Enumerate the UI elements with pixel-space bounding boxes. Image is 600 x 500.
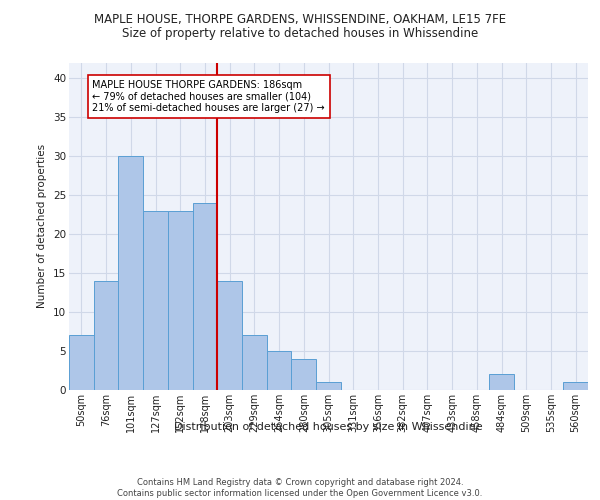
- Text: MAPLE HOUSE, THORPE GARDENS, WHISSENDINE, OAKHAM, LE15 7FE: MAPLE HOUSE, THORPE GARDENS, WHISSENDINE…: [94, 12, 506, 26]
- Bar: [489, 374, 514, 390]
- Text: Contains HM Land Registry data © Crown copyright and database right 2024.
Contai: Contains HM Land Registry data © Crown c…: [118, 478, 482, 498]
- Bar: [316, 382, 341, 390]
- Y-axis label: Number of detached properties: Number of detached properties: [37, 144, 47, 308]
- Bar: [267, 351, 292, 390]
- Text: Distribution of detached houses by size in Whissendine: Distribution of detached houses by size …: [175, 422, 483, 432]
- Bar: [69, 336, 94, 390]
- Bar: [242, 336, 267, 390]
- Bar: [193, 203, 217, 390]
- Bar: [143, 210, 168, 390]
- Bar: [217, 281, 242, 390]
- Bar: [563, 382, 588, 390]
- Bar: [118, 156, 143, 390]
- Bar: [292, 359, 316, 390]
- Bar: [94, 281, 118, 390]
- Text: MAPLE HOUSE THORPE GARDENS: 186sqm
← 79% of detached houses are smaller (104)
21: MAPLE HOUSE THORPE GARDENS: 186sqm ← 79%…: [92, 80, 325, 113]
- Bar: [168, 210, 193, 390]
- Text: Size of property relative to detached houses in Whissendine: Size of property relative to detached ho…: [122, 28, 478, 40]
